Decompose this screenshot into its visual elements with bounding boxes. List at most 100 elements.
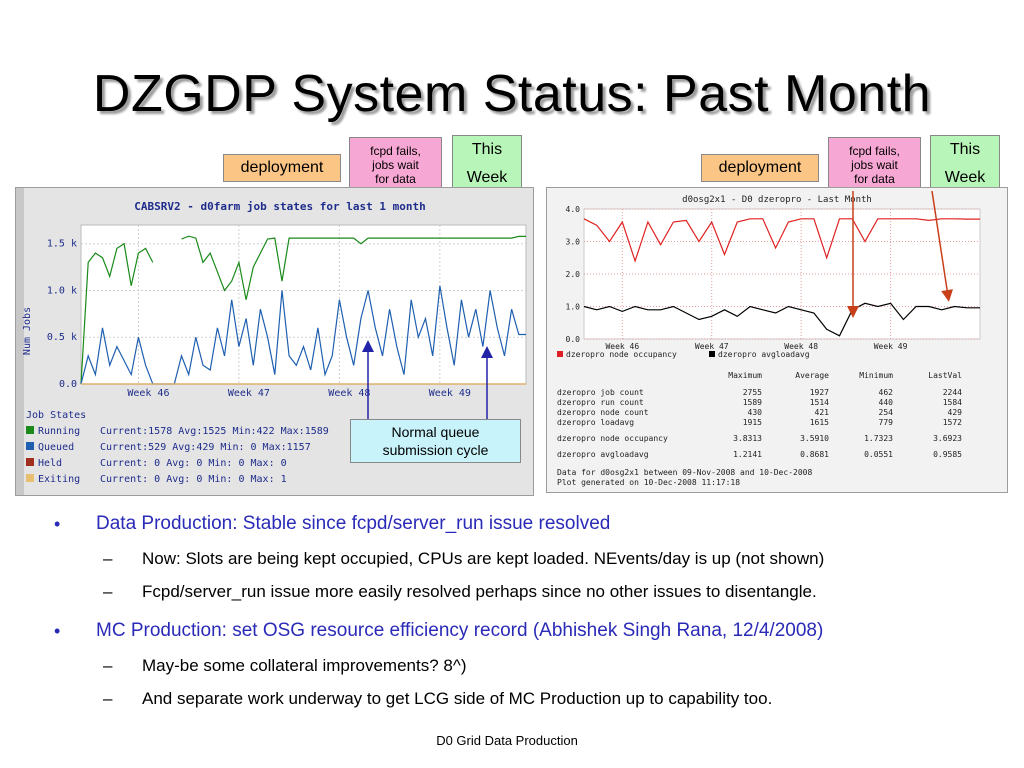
table-cell: 429 [948,408,963,417]
table-cell: 1584 [943,398,962,407]
right-chart-title: d0osg2x1 - D0 dzeropro - Last Month [682,195,872,205]
table-cell: 2755 [743,388,762,397]
legend-label: Running [38,426,80,437]
sub-dash: – [103,549,113,568]
table-cell: 0.8681 [800,450,829,459]
fcpd-line-3: for data [854,172,895,186]
legend-swatch [709,351,715,357]
table-row-label: dzeropro node count [557,408,649,417]
table-cell: 3.8313 [733,434,762,443]
legend-stats: Current: 0 Avg: 0 Min: 0 Max: 1 [100,474,287,485]
legend-label: Exiting [38,474,80,485]
x-tick-label: Week 47 [695,342,729,351]
legend-swatch [26,442,34,450]
fcpd-fails-label-right: fcpd fails, jobs wait for data [828,137,921,191]
this-week-label-left: This Week [452,135,522,194]
y-tick-label: 0.0 [59,379,77,390]
table-cell: 254 [879,408,894,417]
deployment-label-right: deployment [701,154,819,182]
table-footer-line: Plot generated on 10-Dec-2008 11:17:18 [557,478,740,487]
table-cell: 1589 [743,398,762,407]
table-cell: 1572 [943,418,962,427]
x-tick-label: Week 49 [874,342,908,351]
y-tick-label: 3.0 [566,238,581,247]
x-tick-label: Week 48 [784,342,818,351]
sub-dash: – [103,582,113,601]
legend-stats: Current: 0 Avg: 0 Min: 0 Max: 0 [100,458,287,469]
y-tick-label: 1.5 k [47,239,77,250]
table-cell: 3.5910 [800,434,829,443]
legend-swatch [557,351,563,357]
left-chart-title: CABSRV2 - d0farm job states for last 1 m… [134,200,425,213]
y-tick-label: 1.0 k [47,285,77,296]
bullet-mc-production: MC Production: set OSG resource efficien… [96,620,824,641]
bullet-data-production: Data Production: Stable since fcpd/serve… [96,513,611,534]
table-header: Average [795,371,829,380]
slide-title: DZGDP System Status: Past Month [92,65,932,123]
legend-stats: Current:1578 Avg:1525 Min:422 Max:1589 [100,426,329,437]
deployment-label-left: deployment [223,154,341,182]
left-legend-title: Job States [26,410,86,421]
normal-queue-line-2: submission cycle [382,442,489,458]
table-cell: 440 [879,398,894,407]
table-cell: 1615 [810,418,829,427]
job-states-chart: CABSRV2 - d0farm job states for last 1 m… [16,188,527,495]
legend-label: Queued [38,442,74,453]
fcpd-line-3: for data [375,172,416,186]
table-footer-line: Data for d0osg2x1 between 09-Nov-2008 an… [557,468,812,477]
y-tick-label: 2.0 [566,270,581,279]
this-week-line-1: This [471,141,503,158]
legend-swatch [26,474,34,482]
x-tick-label: Week 49 [429,388,471,399]
table-cell: 0.0551 [864,450,893,459]
this-week-line-1: This [949,141,981,158]
x-tick-label: Week 46 [605,342,639,351]
bullet-dot: • [54,621,61,641]
table-row-label: dzeropro avgloadavg [557,450,649,459]
node-occupancy-chart-panel: d0osg2x1 - D0 dzeropro - Last Month 0.0 1… [546,187,1008,493]
x-tick-label: Week 47 [228,388,270,399]
table-cell: 1514 [810,398,829,407]
table-cell: 3.6923 [933,434,962,443]
y-tick-label: 4.0 [566,205,581,214]
bullet-dot: • [54,514,61,534]
sub-bullet-lcg: And separate work underway to get LCG si… [142,689,773,708]
series-line-running [80,235,526,385]
legend-label: dzeropro avgloadavg [718,350,810,359]
sub-bullet-collateral: May-be some collateral improvements? 8^) [142,656,467,675]
this-week-line-2: Week [466,169,508,186]
sub-bullet-fcpd: Fcpd/server_run issue more easily resolv… [142,582,817,601]
this-week-line-2: Week [944,169,986,186]
table-cell: 779 [879,418,894,427]
table-cell: 421 [815,408,830,417]
table-cell: 1927 [810,388,829,397]
fcpd-line-1: fcpd fails, [849,144,900,158]
fcpd-fails-label-left: fcpd fails, jobs wait for data [349,137,442,191]
series-line-dzeropro-node-occupancy [583,218,980,263]
legend-swatch [26,426,34,434]
table-header: Minimum [859,371,893,380]
left-y-axis-label: Num Jobs [22,307,33,355]
y-tick-label: 0.5 k [47,332,77,343]
table-cell: 2244 [943,388,962,397]
slide-footer: D0 Grid Data Production [436,733,578,748]
fcpd-line-1: fcpd fails, [370,144,421,158]
y-tick-label: 0.0 [566,335,581,344]
table-cell: 1.2141 [733,450,762,459]
legend-stats: Current:529 Avg:429 Min: 0 Max:1157 [100,442,311,453]
table-cell: 430 [748,408,763,417]
job-states-chart-panel: CABSRV2 - d0farm job states for last 1 m… [15,187,534,496]
table-cell: 0.9585 [933,450,962,459]
series-line-dzeropro-avgloadavg [583,302,980,337]
table-header: Maximum [728,371,762,380]
legend-swatch [26,458,34,466]
fcpd-line-2: jobs wait [851,158,898,172]
table-cell: 1.7323 [864,434,893,443]
sub-bullet-now: Now: Slots are being kept occupied, CPUs… [142,549,825,568]
table-row-label: dzeropro loadavg [557,418,634,427]
table-cell: 1915 [743,418,762,427]
sub-dash: – [103,689,113,708]
fcpd-line-2: jobs wait [372,158,419,172]
x-tick-label: Week 46 [127,388,169,399]
legend-label: Held [38,458,62,469]
